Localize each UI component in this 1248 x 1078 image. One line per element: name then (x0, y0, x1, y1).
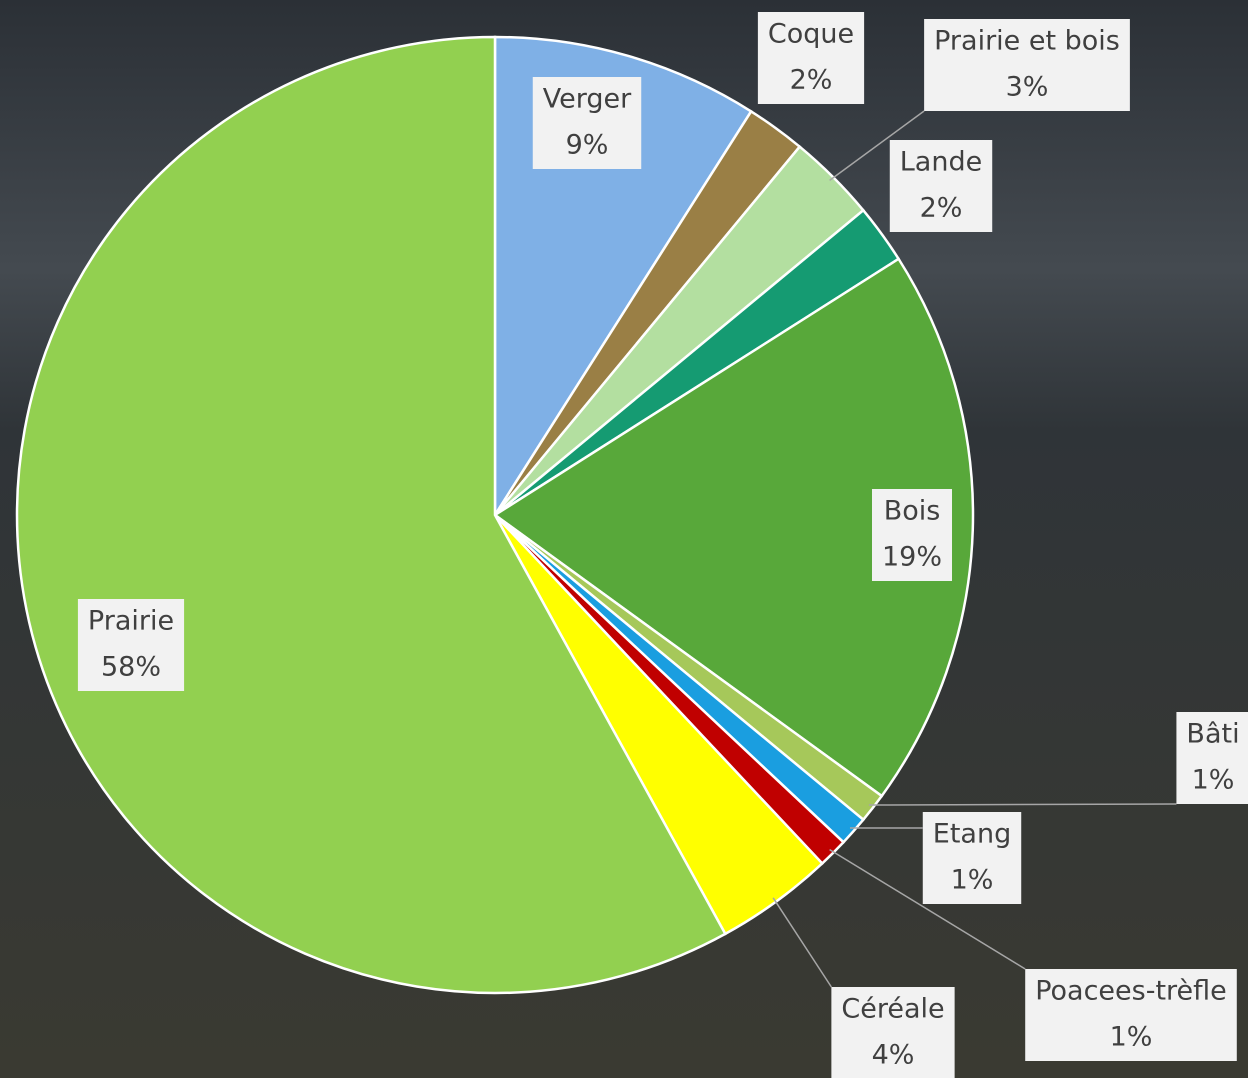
leader-line (829, 848, 1026, 970)
pie-slice (492, 257, 975, 798)
slice-value-label: 2% (920, 193, 963, 224)
slice-value-label: 58% (101, 652, 161, 683)
slice-value-label: 2% (790, 65, 833, 96)
label-box (889, 140, 993, 232)
leader-line (868, 803, 1177, 806)
label-box (831, 987, 955, 1078)
slice-label: Lande (900, 147, 982, 178)
slice-label: Bâti (1186, 719, 1239, 750)
label-box (1176, 712, 1248, 804)
slice-value-label: 1% (1192, 765, 1235, 796)
slice-value-label: 19% (882, 542, 942, 573)
label-box (757, 12, 865, 104)
slice-label: Etang (933, 819, 1011, 850)
slice-label: Prairie et bois (934, 26, 1120, 57)
slice-label: Céréale (841, 994, 944, 1025)
label-box (924, 19, 1130, 111)
slice-value-label: 3% (1006, 72, 1049, 103)
label-box (532, 77, 642, 169)
leader-line (829, 110, 925, 181)
slice-value-label: 9% (566, 130, 609, 161)
slice-label: Poacees-trèfle (1035, 976, 1227, 1007)
label-box (871, 489, 953, 581)
slice-label: Prairie (88, 606, 174, 637)
slice-label: Bois (884, 496, 941, 527)
slice-value-label: 1% (951, 865, 994, 896)
label-box (1025, 969, 1237, 1061)
pie-slice (15, 35, 727, 995)
leader-line (772, 897, 833, 988)
label-box (77, 599, 185, 691)
slice-value-label: 1% (1110, 1022, 1153, 1053)
slice-value-label: 4% (872, 1040, 915, 1071)
slice-label: Verger (543, 84, 632, 115)
slice-label: Coque (768, 19, 854, 50)
label-box (922, 812, 1022, 904)
